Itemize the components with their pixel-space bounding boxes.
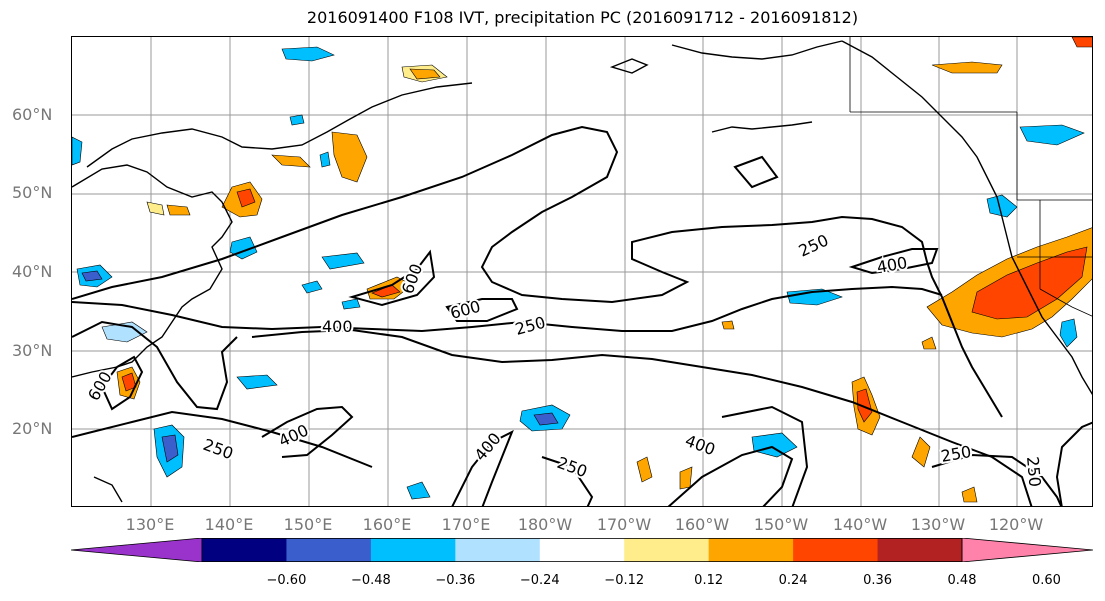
contour-250-southwest <box>72 410 373 468</box>
contour-400-southwest <box>261 405 354 458</box>
lon-label-180w: 180°W <box>517 515 573 534</box>
contour-400-south <box>451 429 514 506</box>
contour-400-sw-loop <box>72 320 238 411</box>
colorbar-tick-label: −0.48 <box>350 573 391 588</box>
colorbar-tick-label: 0.12 <box>694 573 724 588</box>
lon-label-160e: 160°E <box>362 515 412 534</box>
colorbar-extend-high <box>961 538 1093 562</box>
contour-250-far-east <box>1055 421 1092 506</box>
lat-label-60n: 60°N <box>12 105 53 124</box>
colorbar-tick-label: −0.36 <box>435 573 476 588</box>
contour-label: 250 <box>555 453 590 481</box>
lon-label-150e: 150°E <box>283 515 333 534</box>
colorbar-tick-label: −0.24 <box>519 573 560 588</box>
precip-positive <box>116 37 1092 503</box>
colorbar-segment <box>708 538 794 562</box>
contour-label: 400 <box>875 253 908 277</box>
colorbar <box>71 538 1093 562</box>
contour-600-west <box>348 249 436 307</box>
colorbar-tick-label: 0.48 <box>947 573 977 588</box>
colorbar-segment <box>793 538 879 562</box>
contour-400-se <box>667 445 794 506</box>
colorbar-tick-label: 0.60 <box>1031 573 1061 588</box>
contour-label: 250 <box>513 313 547 339</box>
contour-400-lower <box>251 328 1033 506</box>
precip-negative <box>72 46 1085 500</box>
precip-patch-uswest-core <box>971 246 1088 320</box>
contour-250-main <box>72 125 1003 418</box>
lon-label-140e: 140°E <box>204 515 254 534</box>
contour-label: 400 <box>322 317 353 336</box>
colorbar-segment <box>370 538 456 562</box>
colorbar-tick-label: −0.60 <box>266 573 307 588</box>
lon-label-140w: 140°W <box>832 515 888 534</box>
colorbar-segment <box>877 538 963 562</box>
lat-label-50n: 50°N <box>12 183 53 202</box>
colorbar-segment <box>286 538 372 562</box>
contour-small-north <box>733 155 779 189</box>
lon-label-130e: 130°E <box>125 515 175 534</box>
map-title: 2016091400 F108 IVT, precipitation PC (2… <box>306 8 859 27</box>
contour-400-east <box>848 248 939 275</box>
coastlines <box>72 40 1092 503</box>
contour-label: 600 <box>448 297 482 323</box>
map-panel: 250 400 600 600 400 250 600 250 400 250 … <box>71 36 1093 507</box>
colorbar-segments <box>71 538 1093 562</box>
colorbar-segment <box>202 538 287 562</box>
contour-600-mid <box>445 298 519 322</box>
lon-label-120w: 120°W <box>988 515 1044 534</box>
colorbar-segment <box>624 538 710 562</box>
lat-label-40n: 40°N <box>12 262 53 281</box>
lon-label-170e: 170°E <box>441 515 491 534</box>
colorbar-tick-label: −0.12 <box>604 573 645 588</box>
contour-600-southwest <box>100 355 144 411</box>
colorbar-tick-label: 0.36 <box>863 573 893 588</box>
lon-label-170w: 170°W <box>596 515 652 534</box>
contour-label: 400 <box>471 429 505 465</box>
contour-label: 400 <box>683 431 718 459</box>
borders <box>849 37 1092 317</box>
contour-label: 250 <box>939 442 972 466</box>
contour-label: 250 <box>1023 456 1045 488</box>
contour-250-south <box>541 456 594 506</box>
lat-label-30n: 30°N <box>12 341 53 360</box>
contour-250-se <box>721 405 809 506</box>
colorbar-segment <box>539 538 625 562</box>
lat-label-20n: 20°N <box>12 419 53 438</box>
lon-label-160w: 160°W <box>674 515 730 534</box>
colorbar-extend-low <box>71 538 203 562</box>
lon-label-130w: 130°W <box>910 515 966 534</box>
contour-label: 250 <box>201 435 236 463</box>
colorbar-outline <box>201 538 963 562</box>
colorbar-segment <box>455 538 541 562</box>
map-canvas: 250 400 600 600 400 250 600 250 400 250 … <box>72 37 1092 506</box>
contour-400-upper <box>72 285 943 333</box>
lon-label-150w: 150°W <box>753 515 809 534</box>
contour-label: 250 <box>796 230 832 260</box>
ivt-contours <box>72 125 1092 506</box>
contour-250-east <box>931 453 1063 506</box>
colorbar-tick-label: 0.24 <box>778 573 808 588</box>
